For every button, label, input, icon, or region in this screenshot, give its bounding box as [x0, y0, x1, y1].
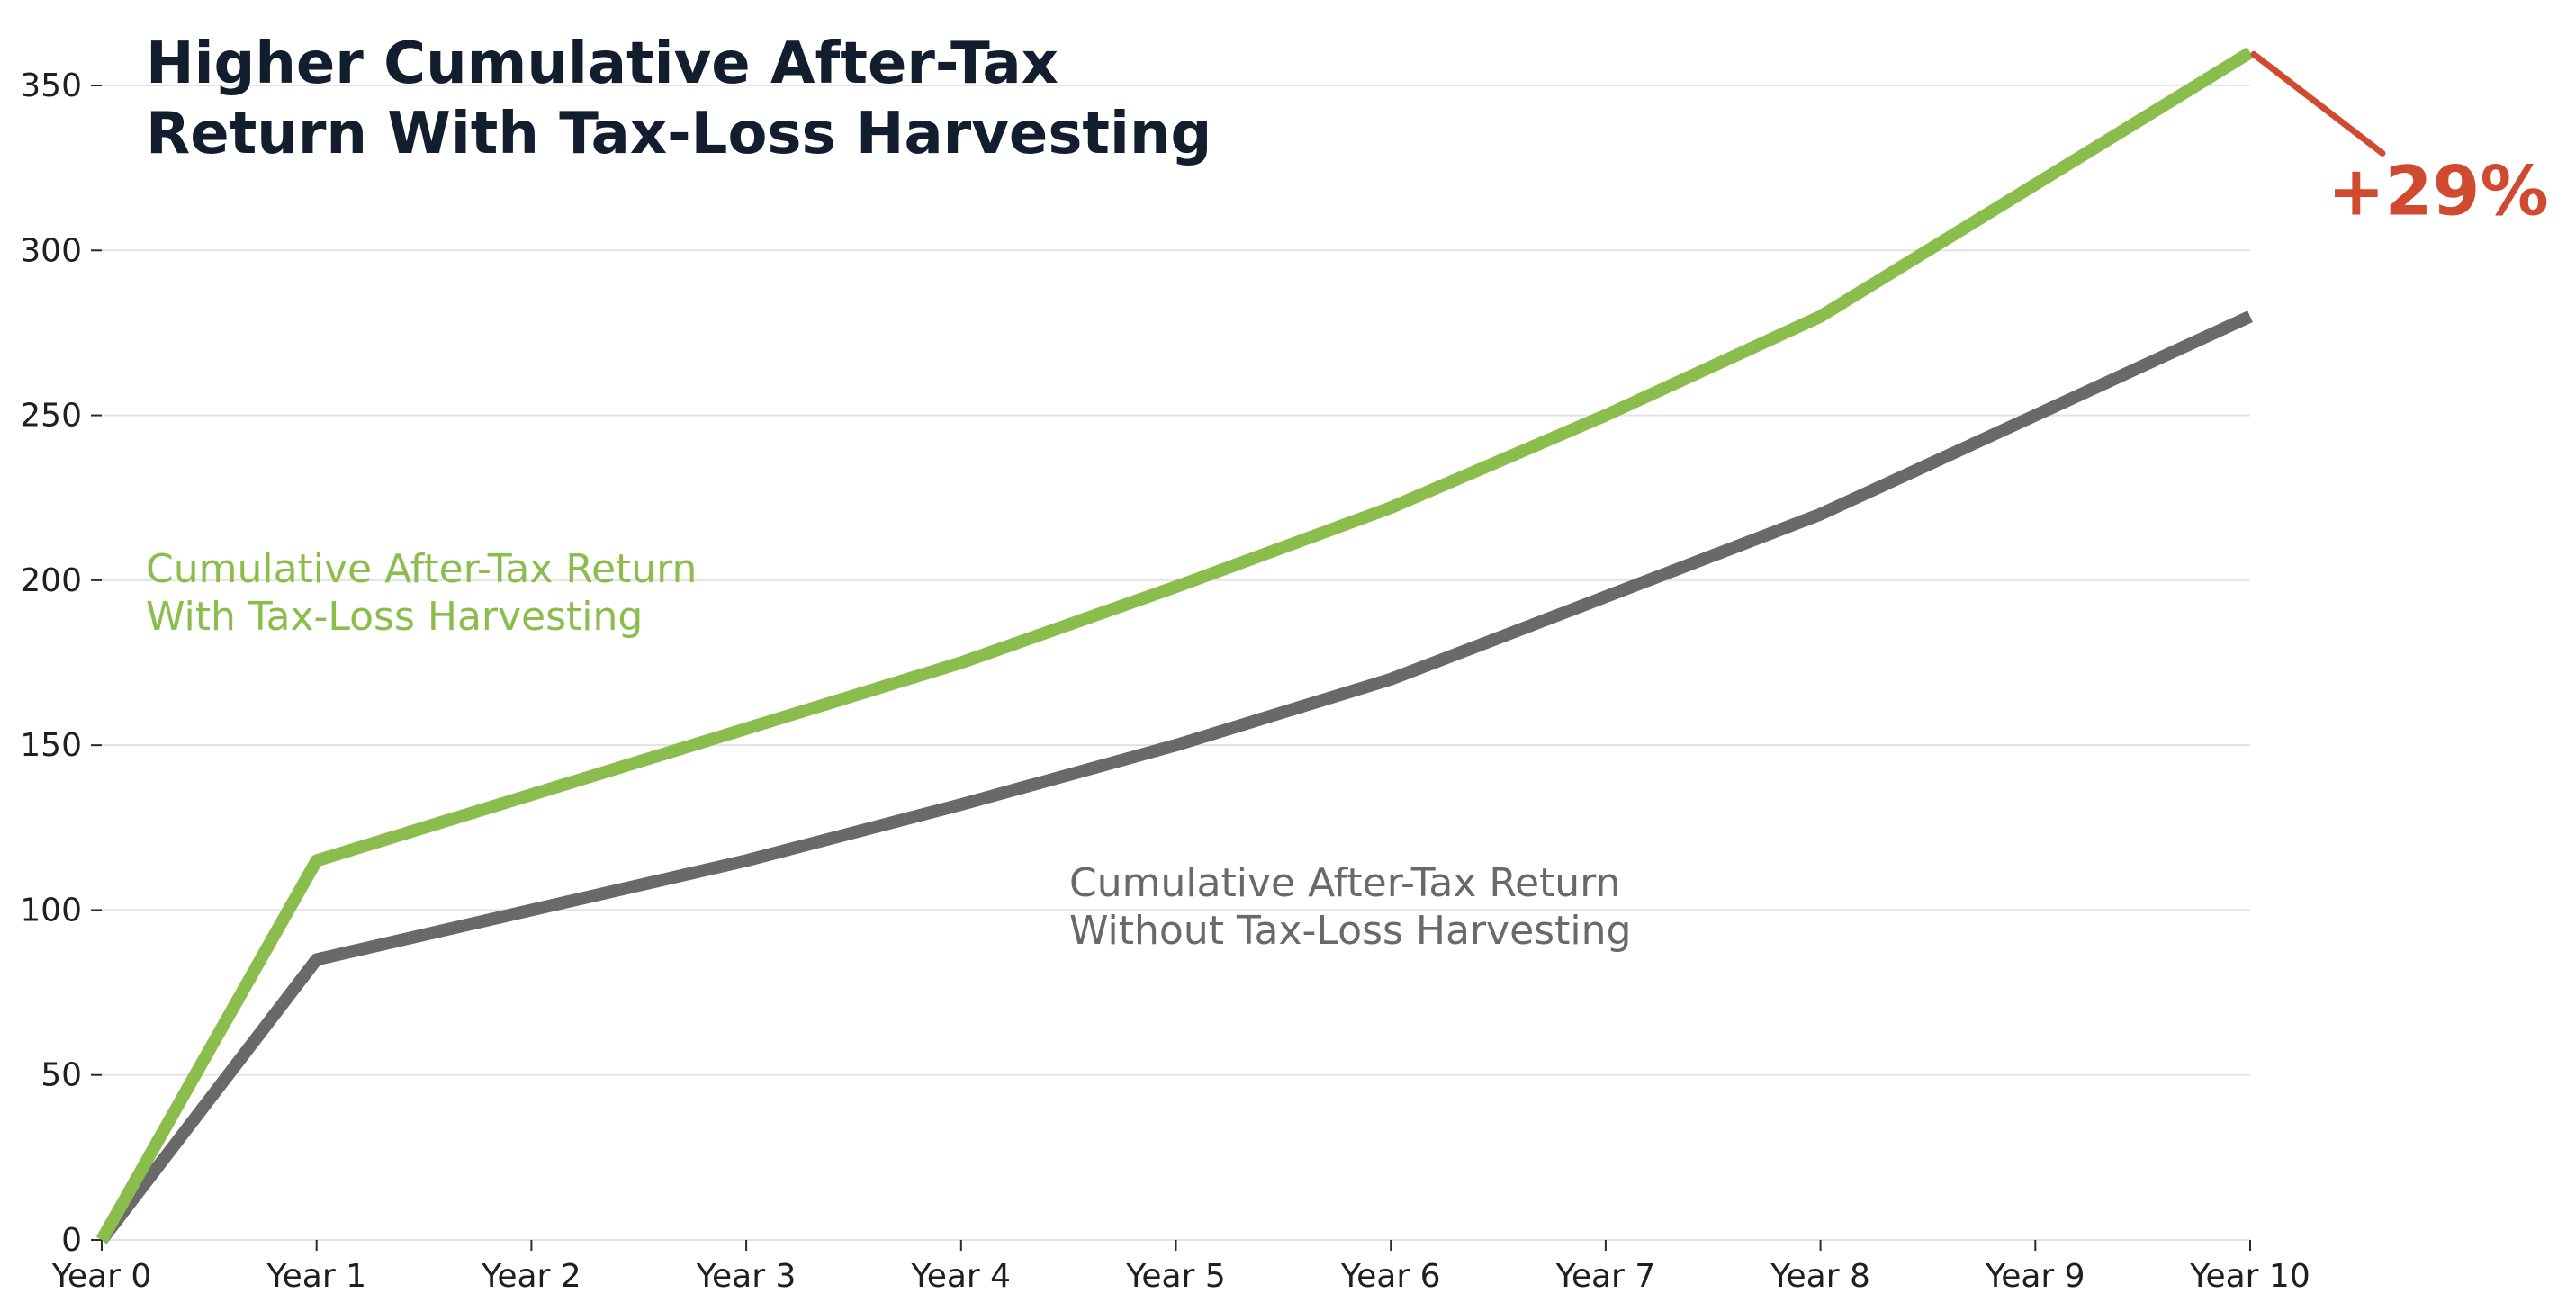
y-tick-label: 200	[20, 562, 82, 599]
x-tick-label: Year 5	[1125, 1258, 1226, 1295]
chart-title-text: Higher Cumulative After-Tax Return With T…	[146, 31, 1211, 167]
annotation-leader-line	[2250, 50, 2386, 157]
x-tick-label: Year 10	[2189, 1258, 2310, 1295]
y-tick-label: 50	[41, 1057, 82, 1094]
annotation: +29%	[2250, 50, 2549, 230]
series-labels: Cumulative After-Tax Return With Tax-Loss…	[146, 546, 1631, 954]
y-tick-label: 150	[20, 727, 82, 764]
series-label-line: Cumulative After-Tax Return	[1069, 860, 1620, 906]
y-tick-label: 300	[20, 232, 82, 269]
y-tick-label: 250	[20, 398, 82, 435]
x-tick-label: Year 2	[481, 1258, 581, 1295]
chart-title-line: Higher Cumulative After-Tax	[146, 31, 1058, 97]
series-label-with-tlh: Cumulative After-Tax Return With Tax-Loss…	[146, 546, 697, 640]
series-label-line: Cumulative After-Tax Return	[146, 546, 697, 592]
x-tick-label: Year 1	[266, 1258, 366, 1295]
chart-title-line: Return With Tax-Loss Harvesting	[146, 101, 1211, 167]
x-tick-label: Year 9	[1985, 1258, 2085, 1295]
x-tick-label: Year 7	[1555, 1258, 1656, 1295]
chart-title: Higher Cumulative After-Tax Return With T…	[146, 31, 1211, 167]
series-label-without-tlh: Cumulative After-Tax Return Without Tax-L…	[1069, 860, 1631, 954]
annotation-label: +29%	[2328, 150, 2549, 230]
x-tick-label: Year 6	[1340, 1258, 1441, 1295]
series-lines	[95, 47, 2254, 1244]
series-label-line: With Tax-Loss Harvesting	[146, 594, 643, 640]
series-line-without-tlh	[96, 310, 2253, 1244]
series-label-line: Without Tax-Loss Harvesting	[1069, 908, 1631, 954]
x-tick-label: Year 4	[911, 1258, 1012, 1295]
series-line-with-tlh	[95, 47, 2254, 1244]
x-tick-label: Year 8	[1770, 1258, 1870, 1295]
y-tick-label: 0	[61, 1222, 82, 1259]
x-tick-label: Year 3	[696, 1258, 797, 1295]
y-tick-label: 100	[20, 892, 82, 929]
x-tick-label: Year 0	[51, 1258, 152, 1295]
axes: 0 50 100 150 200 250 300 350 Year 0 Year 1 Year 2 Y…	[20, 67, 2310, 1295]
y-tick-label: 350	[20, 67, 82, 104]
